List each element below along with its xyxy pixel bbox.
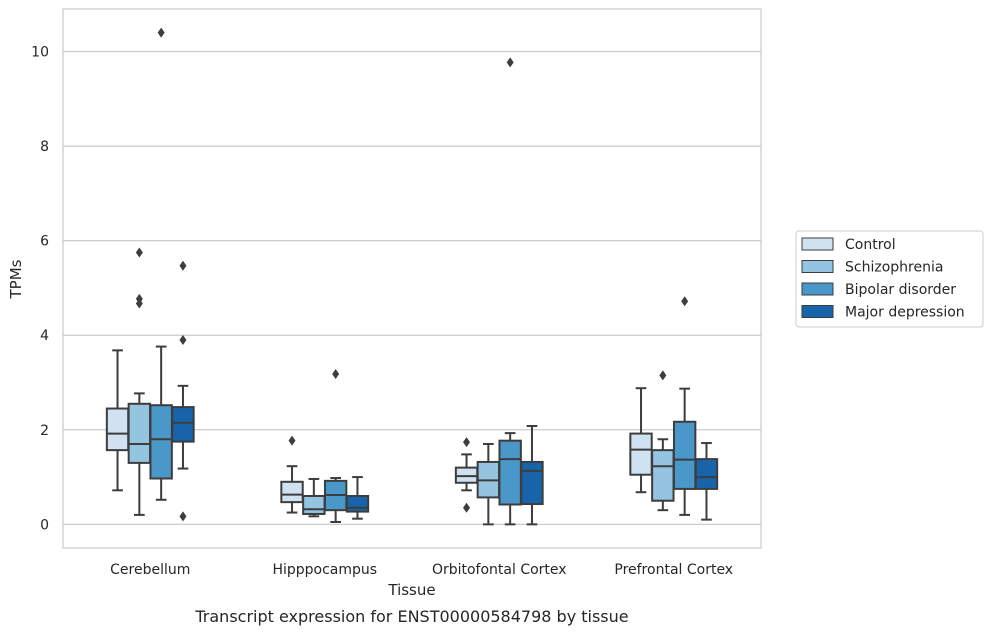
- chart-caption: Transcript expression for ENST0000058479…: [194, 607, 628, 626]
- box: [171, 406, 195, 443]
- outlier-point: [135, 247, 143, 258]
- y-tick-label: 6: [40, 234, 49, 250]
- x-axis-label: Tissue: [387, 581, 435, 599]
- box: [629, 432, 653, 476]
- y-tick-label: 8: [40, 139, 49, 155]
- box-group: [520, 425, 544, 526]
- y-tick-labels: 0 2 4 6 8 10: [31, 45, 49, 534]
- box: [651, 449, 675, 502]
- legend-label: Bipolar disorder: [845, 282, 956, 298]
- legend-label: Control: [845, 237, 896, 253]
- outlier-point: [179, 260, 187, 271]
- x-tick-labels: Cerebellum Hipppocampus Orbitofontal Corte…: [110, 562, 733, 578]
- y-tick-label: 0: [40, 517, 49, 533]
- legend: Control Schizophrenia Bipolar disorder Majo…: [795, 230, 984, 328]
- y-tick-label: 2: [40, 423, 49, 439]
- outlier-point: [506, 57, 514, 68]
- box: [498, 439, 522, 506]
- box: [345, 494, 370, 513]
- box-group: [105, 349, 130, 492]
- outlier-point: [288, 435, 296, 446]
- legend-swatch: [801, 260, 834, 273]
- outlier-point: [463, 437, 471, 448]
- box-group: [498, 57, 522, 526]
- x-tick-label: Prefrontal Cortex: [614, 562, 733, 578]
- outlier-point: [179, 511, 187, 522]
- x-tick-label: Cerebellum: [110, 562, 190, 578]
- x-tick-label: Hipppocampus: [272, 562, 377, 578]
- box-group: [302, 477, 326, 518]
- outlier-point: [659, 370, 667, 381]
- outlier-point: [681, 296, 689, 307]
- series-control: [105, 349, 653, 514]
- legend-swatch: [801, 237, 834, 251]
- outlier-point: [157, 27, 165, 38]
- box-group: [629, 387, 653, 494]
- box: [672, 420, 697, 490]
- legend-swatch: [801, 305, 834, 318]
- box: [127, 402, 152, 464]
- box: [520, 460, 544, 506]
- box: [280, 480, 304, 504]
- series-major-depression: [171, 260, 719, 526]
- outlier-point: [463, 502, 471, 513]
- outlier-point: [179, 334, 187, 345]
- y-tick-label: 10: [31, 45, 49, 61]
- box-series-group: [105, 27, 719, 526]
- x-tick-label: Orbitofontal Cortex: [432, 562, 567, 578]
- box-group: [345, 476, 370, 520]
- box: [302, 494, 326, 515]
- legend-frame: [795, 230, 984, 328]
- box: [105, 407, 130, 452]
- series-bipolar-disorder: [149, 27, 697, 526]
- legend-swatch: [801, 282, 834, 296]
- plot-frame: [62, 8, 762, 549]
- series-schizophrenia: [127, 247, 675, 526]
- legend-label: Schizophrenia: [845, 260, 943, 276]
- y-axis-label: TPMs: [7, 259, 25, 299]
- box-group: [651, 370, 675, 512]
- box-group: [171, 260, 195, 522]
- box-group: [672, 296, 697, 516]
- box: [694, 458, 719, 490]
- outlier-point: [135, 298, 143, 309]
- box-group: [280, 435, 304, 514]
- box: [149, 404, 173, 480]
- box-group: [694, 442, 719, 521]
- y-tick-label: 4: [40, 328, 49, 344]
- box-group: [454, 437, 479, 513]
- legend-label: Major depression: [845, 305, 965, 321]
- outlier-point: [332, 369, 340, 380]
